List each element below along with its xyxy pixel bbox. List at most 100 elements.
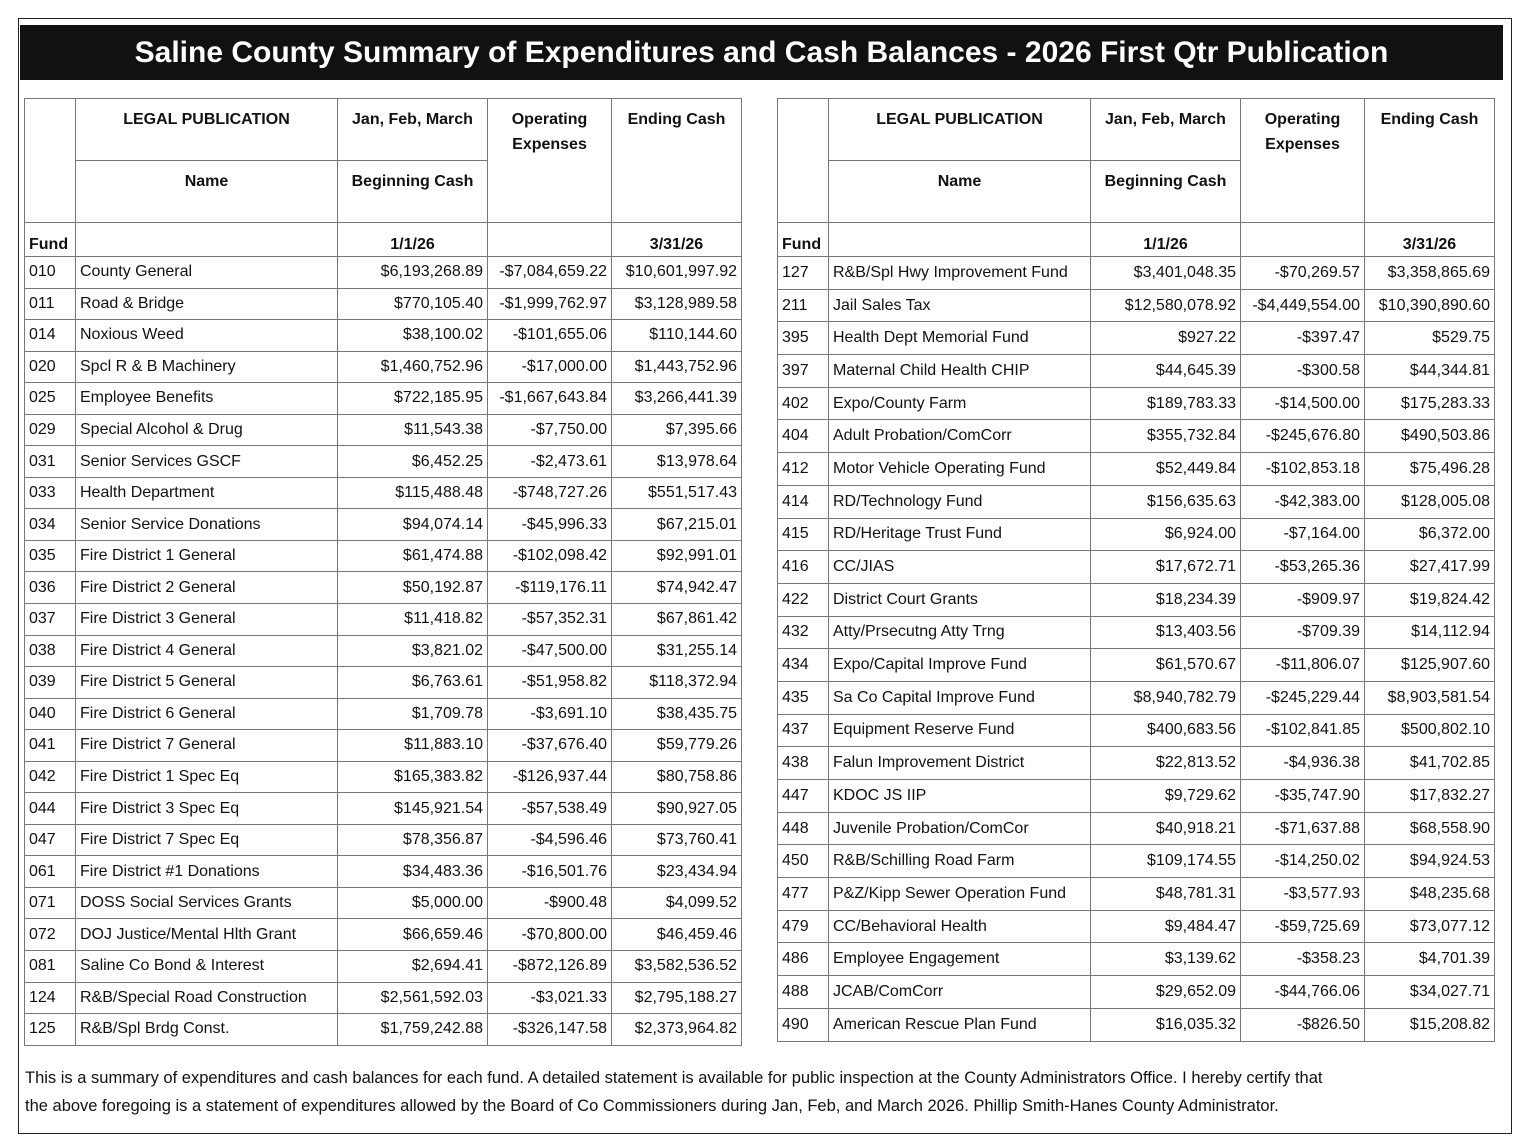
header-cell [75, 222, 338, 257]
operating-expenses: -$2,473.61 [487, 445, 612, 478]
ending-cash: $3,128,989.58 [611, 287, 742, 321]
operating-expenses: -$47,500.00 [487, 634, 612, 668]
fund-number: 034 [24, 508, 76, 541]
operating-expenses: -$900.48 [487, 886, 612, 920]
fund-number: 124 [24, 981, 76, 1015]
fund-row: 448 Juvenile Probation/ComCor $40,918.21 -$… [777, 811, 1495, 846]
operating-expenses: -$3,577.93 [1240, 877, 1365, 911]
beginning-cash: $8,940,782.79 [1090, 680, 1241, 715]
beginning-cash: $22,813.52 [1090, 746, 1241, 780]
fund-name: Health Dept Memorial Fund [828, 321, 1091, 356]
beginning-cash: $400,683.56 [1090, 713, 1241, 748]
fund-number: 437 [777, 713, 829, 748]
ending-cash: $4,099.52 [611, 886, 742, 920]
fund-number: 041 [24, 729, 76, 762]
fund-row: 072 DOJ Justice/Mental Hlth Grant $66,659.… [24, 918, 742, 952]
beginning-cash: $40,918.21 [1090, 811, 1241, 846]
operating-expenses: -$11,806.07 [1240, 648, 1365, 682]
fund-number: 033 [24, 476, 76, 510]
fund-name: District Court Grants [828, 582, 1091, 617]
header-row: LEGAL PUBLICATION Jan, Feb, March Operatin… [24, 98, 742, 223]
operating-expenses: -$397.47 [1240, 321, 1365, 356]
fund-number: 211 [777, 288, 829, 323]
fund-row: 047 Fire District 7 Spec Eq $78,356.87 -$4,… [24, 823, 742, 857]
fund-number: 125 [24, 1013, 76, 1046]
fund-row: 020 Spcl R & B Machinery $1,460,752.96 -$17… [24, 350, 742, 384]
fund-row: 479 CC/Behavioral Health $9,484.47 -$59,725… [777, 909, 1495, 944]
fund-row: 211 Jail Sales Tax $12,580,078.92 -$4,449,5… [777, 288, 1495, 323]
ending-cash: $7,395.66 [611, 413, 742, 447]
fund-name: Fire District 4 General [75, 634, 338, 668]
operating-expenses: -$245,229.44 [1240, 680, 1365, 715]
fund-row: 011 Road & Bridge $770,105.40 -$1,999,762.9… [24, 287, 742, 321]
fund-name: Special Alcohol & Drug [75, 413, 338, 447]
operating-expenses: -$300.58 [1240, 354, 1365, 388]
beginning-cash: $145,921.54 [337, 792, 488, 825]
fund-name: Spcl R & B Machinery [75, 350, 338, 384]
fund-row: 124 R&B/Special Road Construction $2,561,5… [24, 981, 742, 1015]
beginning-cash: $6,924.00 [1090, 517, 1241, 552]
operating-expenses: -$14,250.02 [1240, 844, 1365, 879]
fund-row: 014 Noxious Weed $38,100.02 -$101,655.06 $11… [24, 319, 742, 352]
fund-name: Health Department [75, 476, 338, 510]
operating-expenses: -$4,596.46 [487, 823, 612, 857]
beginning-cash: $109,174.55 [1090, 844, 1241, 879]
fund-row: 037 Fire District 3 General $11,418.82 -$57… [24, 603, 742, 636]
operating-expenses: -$4,936.38 [1240, 746, 1365, 780]
fund-row: 486 Employee Engagement $3,139.62 -$358.23 $… [777, 942, 1495, 977]
header-row: Fund 1/1/26 3/31/26 [24, 222, 742, 257]
fund-name: R&B/Schilling Road Farm [828, 844, 1091, 879]
operating-expenses: -$59,725.69 [1240, 909, 1365, 944]
operating-expenses: -$119,176.11 [487, 571, 612, 605]
ending-cash: $59,779.26 [611, 729, 742, 762]
fund-number: 434 [777, 648, 829, 682]
fund-number: 422 [777, 582, 829, 617]
fund-name: Fire District 1 General [75, 539, 338, 573]
header-cell: LEGAL PUBLICATION [75, 98, 338, 161]
fund-row: 031 Senior Services GSCF $6,452.25 -$2,473.… [24, 445, 742, 478]
ending-cash: $19,824.42 [1364, 582, 1495, 617]
fund-row: 071 DOSS Social Services Grants $5,000.00-… [24, 886, 742, 920]
operating-expenses: -$14,500.00 [1240, 386, 1365, 421]
operating-expenses: -$45,996.33 [487, 508, 612, 541]
ending-cash: $551,517.43 [611, 476, 742, 510]
beginning-cash: $48,781.31 [1090, 877, 1241, 911]
header-cell: Operating Expenses [487, 98, 612, 223]
fund-row: 033 Health Department $115,488.48 -$748,727… [24, 476, 742, 510]
fund-number: 432 [777, 615, 829, 650]
fund-name: Fire District #1 Donations [75, 855, 338, 888]
fund-number: 486 [777, 942, 829, 977]
fund-row: 435 Sa Co Capital Improve Fund $8,940,782.… [777, 680, 1495, 715]
fund-name: Senior Service Donations [75, 508, 338, 541]
ending-cash: $48,235.68 [1364, 877, 1495, 911]
fund-number: 037 [24, 603, 76, 636]
ending-cash: $500,802.10 [1364, 713, 1495, 748]
fund-row: 395 Health Dept Memorial Fund $927.22 -$397… [777, 321, 1495, 356]
beginning-cash: $11,883.10 [337, 729, 488, 762]
header-cell [1240, 222, 1365, 257]
ending-cash: $110,144.60 [611, 319, 742, 352]
fund-number: 447 [777, 779, 829, 813]
beginning-cash: $9,484.47 [1090, 909, 1241, 944]
ending-cash: $118,372.94 [611, 666, 742, 699]
operating-expenses: -$1,667,643.84 [487, 382, 612, 415]
beginning-cash: $38,100.02 [337, 319, 488, 352]
fund-name: CC/Behavioral Health [828, 909, 1091, 944]
header-cell: Jan, Feb, March [337, 98, 488, 161]
beginning-cash: $722,185.95 [337, 382, 488, 415]
operating-expenses: -$53,265.36 [1240, 550, 1365, 584]
fund-number: 488 [777, 975, 829, 1009]
operating-expenses: -$16,501.76 [487, 855, 612, 888]
ending-cash: $44,344.81 [1364, 354, 1495, 388]
ending-cash: $23,434.94 [611, 855, 742, 888]
ending-cash: $490,503.86 [1364, 419, 1495, 454]
ending-cash: $34,027.71 [1364, 975, 1495, 1009]
fund-number: 029 [24, 413, 76, 447]
fund-name: DOSS Social Services Grants [75, 886, 338, 920]
beginning-cash: $13,403.56 [1090, 615, 1241, 650]
header-cell: Fund [24, 222, 76, 257]
fund-row: 010 County General $6,193,268.89 -$7,084,65… [24, 256, 742, 289]
fund-number: 011 [24, 287, 76, 321]
fund-number: 036 [24, 571, 76, 605]
